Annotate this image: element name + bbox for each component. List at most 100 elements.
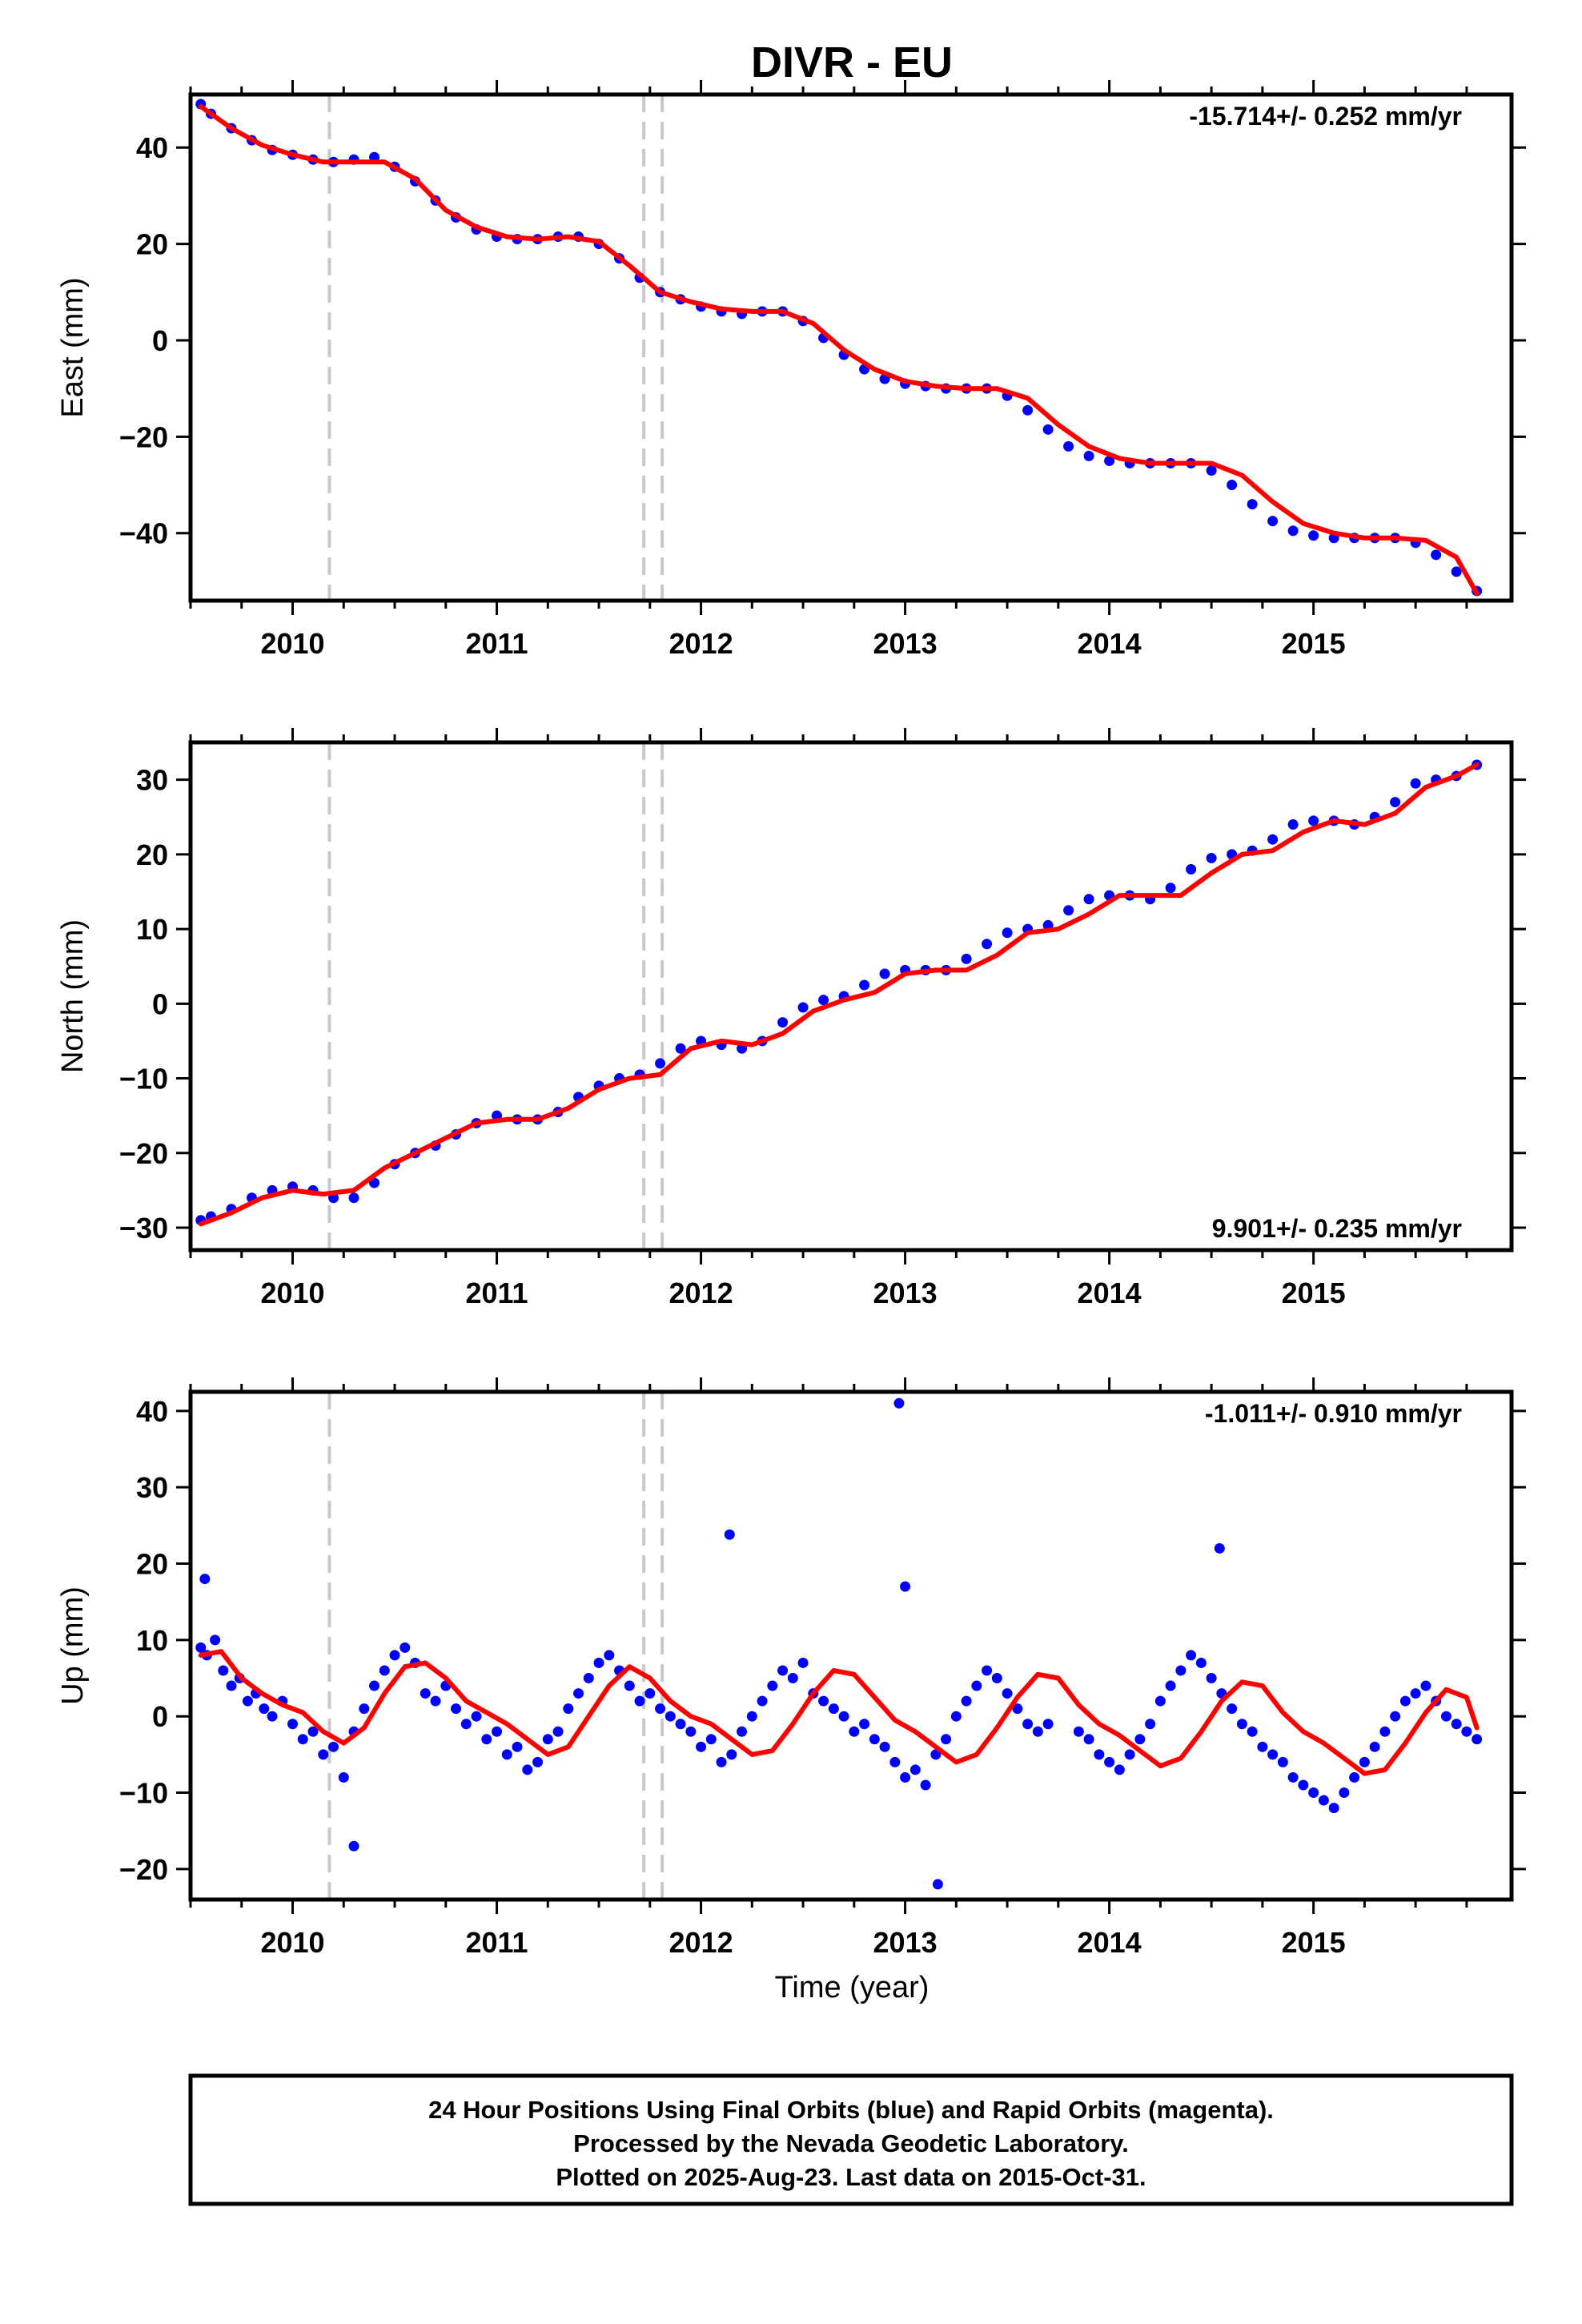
y-tick-label: 40 — [136, 1395, 168, 1428]
data-point — [961, 953, 972, 964]
data-point — [655, 1703, 666, 1715]
data-point — [893, 1397, 905, 1409]
data-point — [348, 1192, 359, 1204]
north-fit-line — [198, 762, 1480, 1227]
data-point — [1308, 1787, 1319, 1799]
y-tick-label: 10 — [136, 1624, 168, 1657]
data-point — [307, 1726, 319, 1737]
y-tick-label: 0 — [152, 1700, 168, 1733]
data-point — [512, 1741, 523, 1752]
data-point — [818, 1695, 829, 1707]
data-point — [501, 1749, 512, 1760]
x-tick-label: 2012 — [669, 1926, 733, 1959]
data-point — [724, 1529, 735, 1540]
data-point — [389, 1650, 400, 1661]
data-point — [195, 1642, 207, 1653]
data-point — [1134, 1734, 1146, 1745]
footer-line-3: Plotted on 2025-Aug-23. Last data on 201… — [556, 2163, 1146, 2191]
x-tick-label: 2013 — [873, 1926, 938, 1959]
data-point — [552, 1726, 564, 1737]
data-point — [1369, 1741, 1380, 1752]
x-tick-label: 2014 — [1078, 1277, 1142, 1309]
plot-frame — [188, 92, 1514, 603]
data-point — [1431, 549, 1442, 561]
y-axis-label: East (mm) — [56, 277, 90, 417]
data-point — [1420, 1680, 1431, 1691]
data-point — [1287, 525, 1299, 537]
x-tick-label: 2015 — [1282, 627, 1346, 660]
data-point — [1073, 1726, 1084, 1737]
data-point — [685, 1726, 697, 1737]
data-point — [1165, 1680, 1176, 1691]
data-point — [797, 1657, 809, 1668]
velocity-rate-label: -15.714+/- 0.252 mm/yr — [1189, 102, 1462, 131]
y-tick-label: 0 — [152, 324, 168, 357]
y-tick-label: 20 — [136, 1548, 168, 1581]
x-tick-label: 2012 — [669, 627, 733, 660]
data-point — [767, 1680, 778, 1691]
y-tick-label: 30 — [136, 1471, 168, 1504]
y-tick-label: 40 — [136, 131, 168, 164]
plot-frame — [188, 740, 1514, 1252]
x-tick-label: 2012 — [669, 1277, 733, 1309]
data-point — [1379, 1726, 1391, 1737]
data-point — [818, 995, 829, 1006]
data-point — [1206, 464, 1217, 476]
data-point — [593, 1657, 604, 1668]
data-point — [1032, 1726, 1043, 1737]
data-point — [379, 1665, 390, 1676]
data-point — [655, 1058, 666, 1069]
data-point — [1206, 1673, 1217, 1684]
data-point — [359, 1703, 370, 1715]
data-point — [982, 939, 993, 950]
data-point — [210, 1634, 221, 1646]
data-point — [1094, 1749, 1105, 1760]
data-point — [1472, 1734, 1483, 1745]
data-point — [1063, 440, 1074, 452]
data-point — [522, 1764, 533, 1775]
data-point — [369, 1177, 380, 1188]
x-tick-label: 2014 — [1078, 627, 1142, 660]
data-point — [287, 1719, 299, 1730]
data-point — [573, 1688, 584, 1699]
data-point — [696, 1741, 707, 1752]
data-point — [267, 1711, 278, 1722]
up-observations — [195, 1397, 1483, 1890]
data-point — [1308, 815, 1319, 826]
data-point — [1186, 864, 1197, 875]
data-point — [777, 1017, 789, 1028]
data-point — [737, 1726, 748, 1737]
footer-line-2: Processed by the Nevada Geodetic Laborat… — [573, 2129, 1129, 2157]
data-point — [1287, 819, 1299, 830]
data-point — [259, 1703, 270, 1715]
y-tick-label: 0 — [152, 987, 168, 1020]
data-point — [242, 1695, 253, 1707]
data-point — [1083, 450, 1094, 461]
data-point — [1165, 883, 1176, 894]
data-point — [1206, 853, 1217, 864]
plot-frame — [188, 1389, 1514, 1902]
data-point — [1328, 1803, 1339, 1814]
data-point — [1022, 1719, 1034, 1730]
data-point — [460, 1719, 472, 1730]
data-point — [971, 1680, 982, 1691]
data-point — [563, 1703, 574, 1715]
data-point — [1349, 1771, 1360, 1783]
data-point — [338, 1771, 349, 1783]
data-point — [1227, 480, 1238, 491]
data-point — [1298, 1779, 1309, 1791]
data-point — [604, 1650, 615, 1661]
data-point — [1451, 566, 1462, 577]
data-point — [542, 1734, 553, 1745]
data-point — [932, 1879, 943, 1890]
data-point — [920, 1779, 931, 1791]
data-point — [705, 1734, 717, 1745]
data-point — [900, 1581, 911, 1592]
data-point — [941, 1734, 952, 1745]
data-point — [1083, 894, 1094, 905]
data-point — [828, 1703, 839, 1715]
data-point — [1267, 1749, 1279, 1760]
data-point — [218, 1665, 229, 1676]
east-panel: 2010 2011 2012 2013 2014 2015 −40 −20 0 20 40 East … — [56, 80, 1526, 660]
